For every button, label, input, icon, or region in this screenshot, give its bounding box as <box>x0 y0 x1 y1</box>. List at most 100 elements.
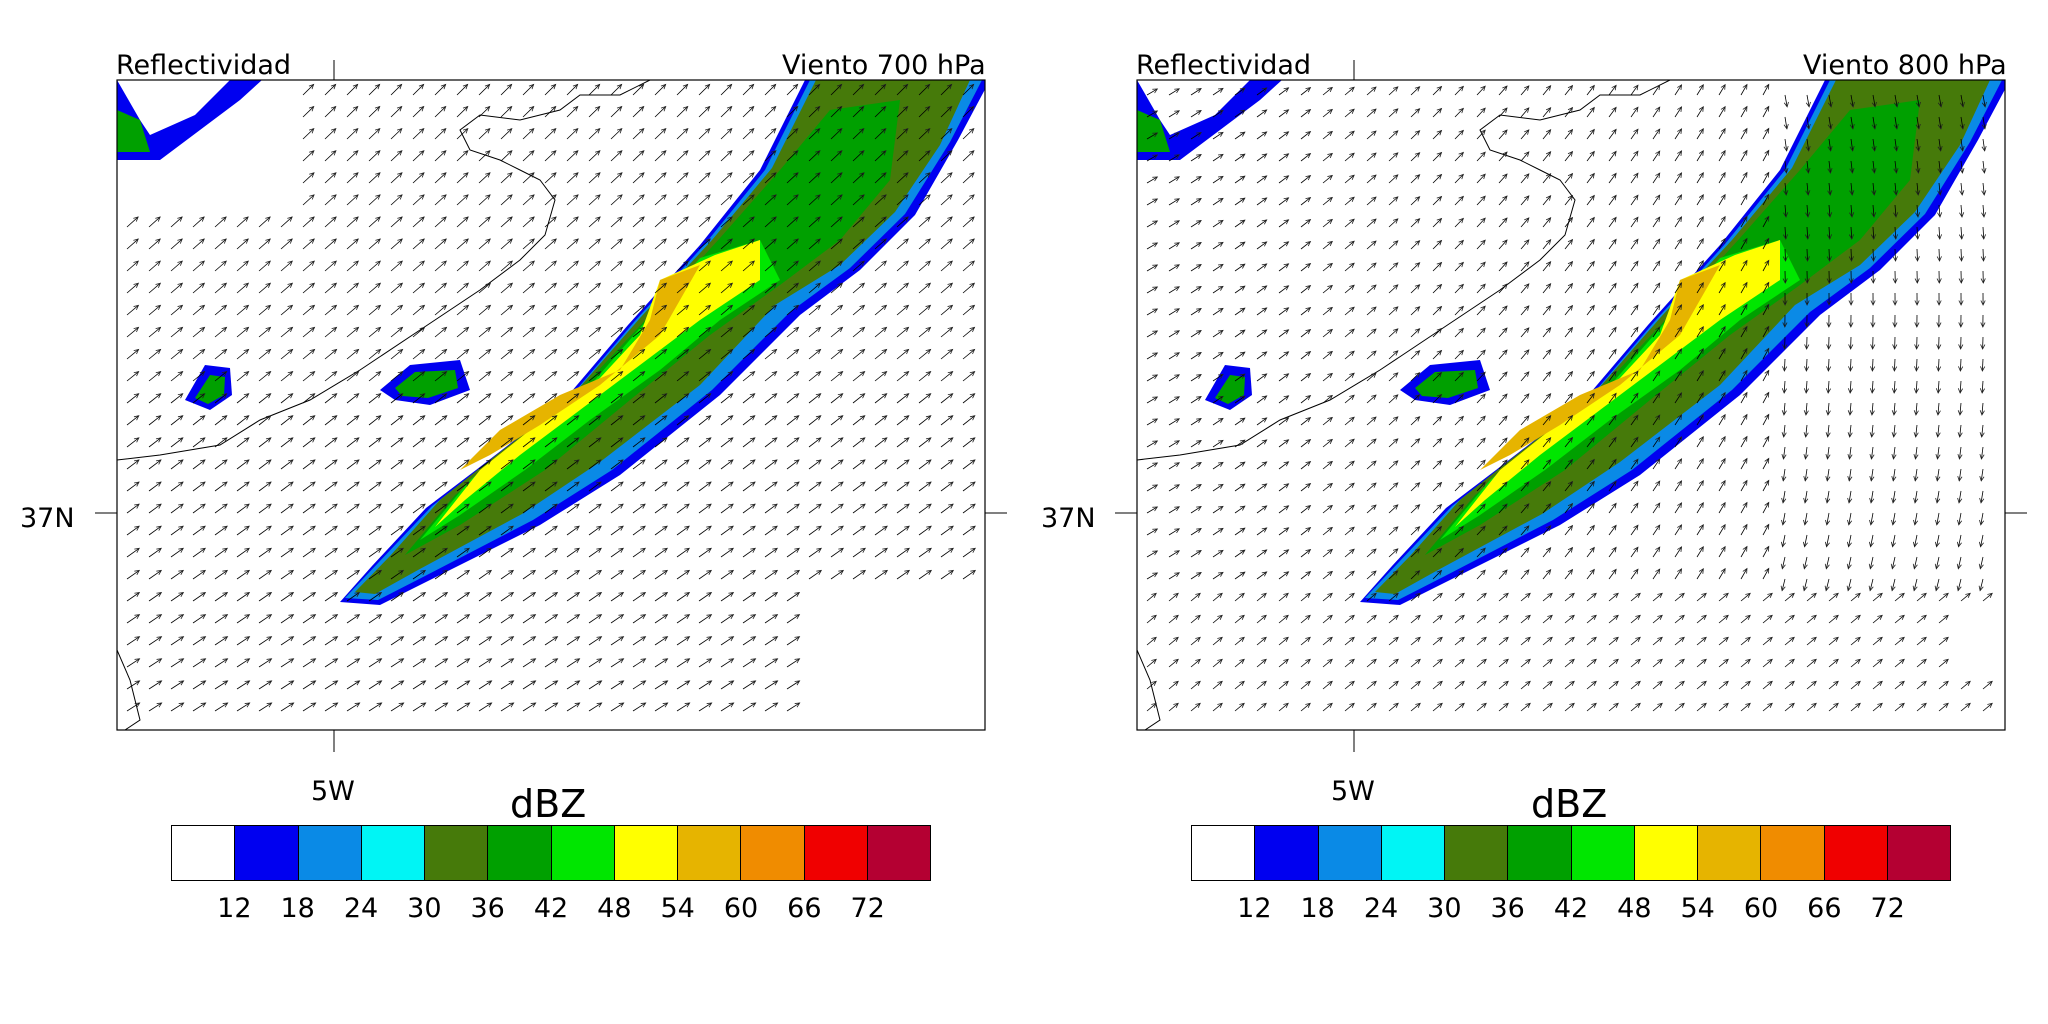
wind-vector-head <box>266 591 273 598</box>
wind-vector <box>1718 458 1726 470</box>
wind-vector-head <box>1833 636 1839 643</box>
wind-vector <box>918 194 931 206</box>
wind-vector-head <box>969 370 976 377</box>
wind-vector <box>610 547 624 558</box>
wind-vector <box>588 84 600 96</box>
wind-vector-head <box>948 569 955 575</box>
wind-vector-head <box>794 614 801 620</box>
wind-vector-head <box>1283 197 1290 203</box>
wind-vector-head <box>1503 636 1509 643</box>
wind-vector-head <box>529 216 535 222</box>
wind-vector <box>874 304 887 316</box>
wind-vector-head <box>1196 110 1202 115</box>
wind-vector-head <box>1915 123 1921 130</box>
wind-vector <box>566 128 579 140</box>
colorbar-unit: dBZ <box>510 782 587 826</box>
wind-vector-head <box>816 525 822 531</box>
wind-vector-head <box>530 481 536 487</box>
wind-vector-head <box>507 437 514 443</box>
wind-vector <box>1782 468 1786 481</box>
wind-vector <box>412 658 426 668</box>
wind-vector-head <box>354 702 361 708</box>
wind-vector <box>896 393 909 404</box>
wind-vector <box>588 680 602 690</box>
wind-vector-head <box>1742 149 1748 156</box>
wind-vector <box>302 150 315 162</box>
wind-vector-head <box>1458 481 1464 488</box>
wind-vector <box>1542 592 1553 602</box>
wind-vector-head <box>903 393 910 399</box>
wind-vector-head <box>1414 130 1421 136</box>
wind-vector-head <box>353 304 360 311</box>
wind-vector <box>1892 468 1896 481</box>
wind-vector-head <box>243 326 250 333</box>
wind-vector-head <box>1764 523 1770 530</box>
wind-vector-head <box>221 459 228 465</box>
wind-vector-head <box>1805 212 1811 218</box>
wind-vector <box>1871 358 1874 372</box>
wind-vector <box>1630 480 1639 492</box>
wind-vector <box>1608 107 1617 118</box>
wind-vector <box>500 327 513 338</box>
wind-vector-head <box>529 326 536 333</box>
wind-vector-head <box>133 459 140 465</box>
wind-vector <box>148 481 162 492</box>
wind-vector <box>324 128 337 140</box>
wind-vector <box>742 238 755 250</box>
wind-vector <box>566 106 579 118</box>
wind-vector-head <box>1415 614 1421 621</box>
wind-vector <box>808 437 822 448</box>
wind-vector <box>126 216 139 228</box>
wind-vector <box>258 658 272 668</box>
wind-vector-head <box>924 127 931 134</box>
wind-vector-head <box>594 83 601 90</box>
wind-vector <box>1278 636 1289 646</box>
wind-vector-head <box>287 260 293 266</box>
wind-vector-head <box>683 437 690 443</box>
wind-vector-head <box>353 326 360 333</box>
wind-vector-head <box>1217 549 1224 555</box>
wind-vector-head <box>396 127 403 134</box>
wind-vector-head <box>574 680 581 686</box>
wind-vector-head <box>1567 348 1574 355</box>
wind-vector <box>676 525 690 536</box>
wind-vector-head <box>486 569 493 575</box>
wind-vector-head <box>1677 128 1683 134</box>
wind-vector <box>1322 658 1333 668</box>
wind-vector <box>1608 239 1617 250</box>
wind-vector-head <box>859 415 866 421</box>
wind-vector-head <box>418 83 425 90</box>
wind-vector-head <box>1633 436 1639 443</box>
wind-vector <box>148 592 162 602</box>
wind-vector <box>1608 569 1617 580</box>
wind-vector <box>610 525 624 536</box>
wind-vector-head <box>926 525 932 531</box>
wind-vector-head <box>1261 395 1268 401</box>
wind-vector <box>1674 150 1682 162</box>
wind-vector-head <box>1480 415 1486 422</box>
wind-vector-head <box>1811 636 1817 643</box>
wind-vectors <box>126 83 977 712</box>
wind-vector-head <box>1545 85 1552 91</box>
wind-vector-head <box>1459 592 1465 599</box>
wind-vector-head <box>397 194 403 200</box>
wind-vector <box>478 592 492 602</box>
wind-vector <box>1366 680 1377 690</box>
wind-vector <box>1476 481 1486 492</box>
wind-vector <box>1476 547 1486 558</box>
wind-vector-head <box>661 216 667 222</box>
wind-vector <box>1718 238 1726 250</box>
wind-vector-head <box>485 172 491 178</box>
wind-vector-head <box>1480 503 1486 510</box>
wind-vector <box>1278 571 1289 580</box>
wind-vector-head <box>1545 459 1552 465</box>
wind-vector <box>1212 351 1224 360</box>
wind-vector <box>1520 636 1531 646</box>
wind-vector <box>1608 195 1617 206</box>
wind-vector <box>1344 416 1355 426</box>
wind-vector-head <box>1567 216 1574 223</box>
wind-vector-head <box>1349 372 1355 378</box>
wind-vector <box>1740 458 1748 470</box>
wind-vector-head <box>1589 568 1595 575</box>
wind-vector-head <box>1847 475 1853 482</box>
